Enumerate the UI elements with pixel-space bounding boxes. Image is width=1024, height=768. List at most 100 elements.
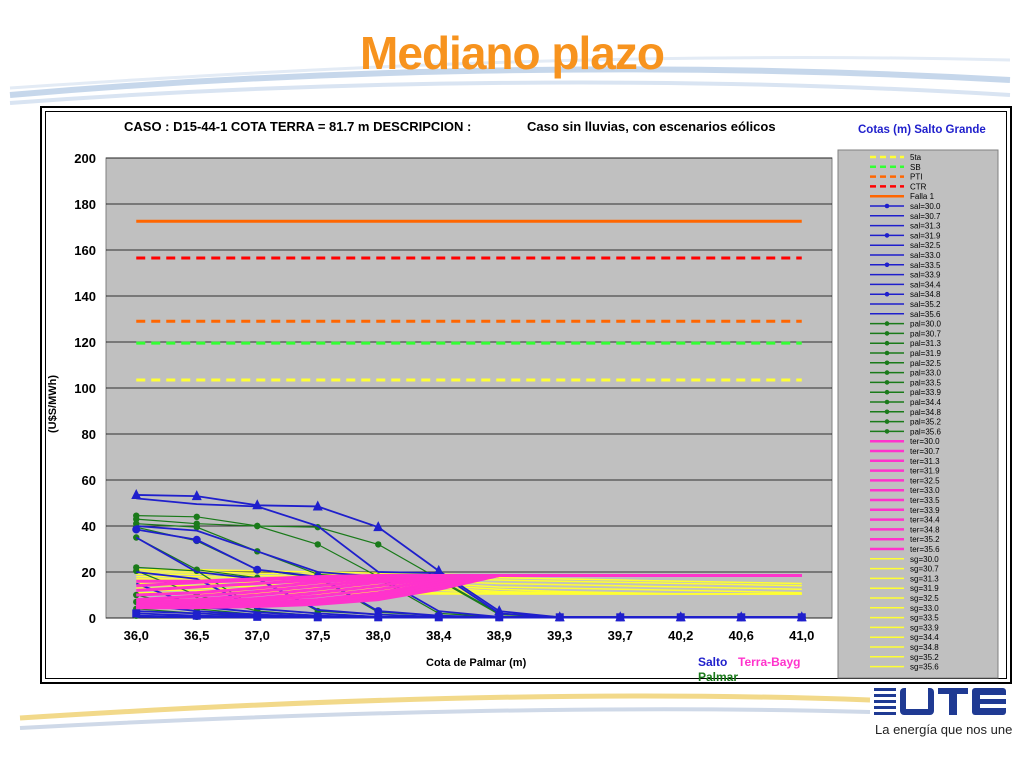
y-tick-label: 180 — [74, 197, 96, 212]
legend-label: PTI — [910, 173, 922, 182]
legend-label: pal=34.4 — [910, 398, 941, 407]
data-point — [192, 611, 201, 620]
legend-label: sal=32.5 — [910, 241, 941, 250]
legend-label: sal=31.9 — [910, 231, 941, 240]
legend-label: Falla 1 — [910, 192, 935, 201]
legend-label: ter=31.3 — [910, 457, 940, 466]
legend-marker — [884, 389, 890, 395]
legend-label: pal=33.9 — [910, 388, 941, 397]
y-axis-label: (U$S/MWh) — [47, 375, 59, 433]
legend-label: sal=34.8 — [910, 290, 941, 299]
legend-label: sg=33.9 — [910, 623, 939, 632]
x-tick-label: 36,5 — [184, 628, 209, 643]
legend-label: CTR — [910, 182, 927, 191]
x-tick-label: 37,0 — [245, 628, 270, 643]
chart-frame-inner — [45, 111, 1007, 679]
x-tick-label: 39,7 — [608, 628, 633, 643]
legend-label: sal=31.3 — [910, 222, 941, 231]
x-tick-label: 40,2 — [668, 628, 693, 643]
legend-marker — [884, 291, 890, 297]
data-point — [191, 490, 202, 501]
legend-marker — [884, 409, 890, 415]
y-tick-label: 60 — [82, 473, 96, 488]
legend-marker — [884, 370, 890, 375]
legend-label: ter=33.9 — [910, 506, 940, 515]
data-point — [133, 515, 140, 523]
legend-label: ter=32.5 — [910, 476, 940, 485]
legend-title: Cotas (m) Salto Grande — [858, 124, 986, 136]
legend-label: sg=35.6 — [910, 663, 939, 672]
data-point — [312, 500, 323, 511]
legend-label: sal=35.2 — [910, 300, 941, 309]
legend-marker — [884, 233, 890, 238]
legend-marker — [884, 262, 890, 268]
legend-label: 5ta — [910, 153, 922, 162]
footer-palmar: Palmar — [698, 670, 738, 682]
legend-marker — [884, 340, 890, 346]
slide-title: Mediano plazo — [360, 27, 665, 79]
legend-label: ter=34.4 — [910, 516, 940, 525]
x-tick-label: 41,0 — [789, 628, 814, 643]
legend-label: pal=35.6 — [910, 427, 941, 436]
legend-marker — [884, 429, 890, 434]
x-tick-label: 39,3 — [547, 628, 572, 643]
data-point — [254, 522, 261, 530]
chart-title-left: CASO : D15-44-1 COTA TERRA = 81.7 m DESC… — [124, 119, 471, 134]
data-point — [131, 488, 142, 499]
legend-label: ter=31.9 — [910, 467, 940, 476]
chart-frame: CASO : D15-44-1 COTA TERRA = 81.7 m DESC… — [40, 106, 1012, 684]
legend-label: ter=33.5 — [910, 496, 940, 505]
legend-label: ter=30.0 — [910, 437, 940, 446]
legend-marker — [884, 350, 890, 356]
legend-marker — [884, 399, 890, 405]
chart: CASO : D15-44-1 COTA TERRA = 81.7 m DESC… — [47, 119, 999, 682]
x-tick-label: 38,0 — [366, 628, 391, 643]
legend-label: sal=30.7 — [910, 212, 941, 221]
plot-layer: 0 20 40 60 80 100 120 140 160 180 200 36,0 36,5 37,0 3… — [74, 151, 833, 643]
legend-label: sg=30.0 — [910, 555, 939, 564]
tagline: La energía que nos une — [875, 722, 1013, 737]
legend-label: pal=32.5 — [910, 359, 941, 368]
legend-label: pal=30.0 — [910, 320, 941, 329]
legend-label: ter=30.7 — [910, 447, 940, 456]
data-point — [375, 541, 382, 548]
legend-label: ter=34.8 — [910, 525, 940, 534]
y-tick-label: 20 — [82, 565, 96, 580]
legend-label: pal=33.5 — [910, 378, 941, 387]
data-point — [132, 609, 141, 618]
legend-label: SB — [910, 163, 921, 172]
legend-label: sg=33.0 — [910, 604, 939, 613]
legend-marker — [884, 419, 890, 424]
legend-marker — [884, 321, 890, 326]
legend-label: ter=35.6 — [910, 545, 940, 554]
data-point — [373, 521, 384, 532]
y-tick-label: 160 — [74, 243, 96, 258]
legend-label: sg=35.2 — [910, 653, 939, 662]
legend-box — [837, 149, 999, 679]
x-tick-label: 37,5 — [305, 628, 330, 643]
legend-label: sg=34.8 — [910, 643, 939, 652]
ute-logo — [874, 688, 1006, 715]
x-tick-label: 38,4 — [426, 628, 452, 643]
y-tick-label: 140 — [74, 289, 96, 304]
y-tick-label: 0 — [89, 611, 96, 626]
y-tick-label: 80 — [82, 427, 96, 442]
legend-label: sg=32.5 — [910, 594, 939, 603]
legend-label: sg=33.5 — [910, 614, 939, 623]
legend-label: ter=33.0 — [910, 486, 940, 495]
y-tick-label: 120 — [74, 335, 96, 350]
legend-label: sal=34.4 — [910, 280, 941, 289]
legend-marker — [884, 331, 890, 336]
y-tick-label: 200 — [74, 151, 96, 166]
legend-marker — [884, 380, 890, 385]
legend-label: pal=35.2 — [910, 418, 941, 427]
legend-marker — [884, 203, 890, 209]
data-point — [193, 513, 200, 520]
legend-label: sg=34.4 — [910, 633, 939, 642]
legend-label: pal=31.9 — [910, 349, 941, 358]
data-point — [192, 535, 201, 544]
data-point — [193, 523, 200, 531]
y-tick-label: 40 — [82, 519, 96, 534]
